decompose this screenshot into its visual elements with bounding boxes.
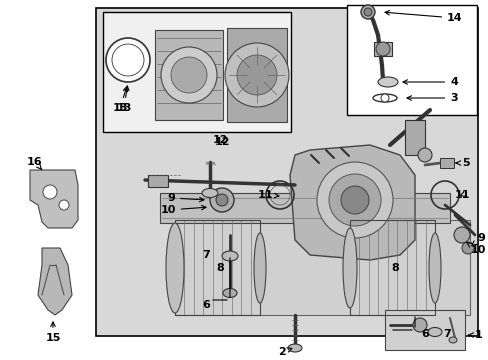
- Bar: [439, 158, 453, 168]
- Circle shape: [363, 8, 371, 16]
- Polygon shape: [38, 248, 72, 315]
- Circle shape: [106, 38, 150, 82]
- Text: 8: 8: [390, 263, 398, 273]
- Bar: [160, 193, 449, 223]
- Text: 6: 6: [202, 300, 209, 310]
- Bar: [349, 220, 434, 315]
- Text: 15: 15: [45, 322, 61, 343]
- Circle shape: [112, 44, 143, 76]
- Ellipse shape: [377, 77, 397, 87]
- Ellipse shape: [202, 189, 218, 198]
- Text: 10: 10: [466, 243, 485, 255]
- Circle shape: [412, 318, 426, 332]
- Circle shape: [328, 174, 380, 226]
- Bar: [404, 120, 424, 155]
- Text: 14: 14: [384, 10, 462, 23]
- Text: 13: 13: [116, 86, 131, 113]
- Ellipse shape: [222, 251, 238, 261]
- Bar: [384, 310, 464, 350]
- Text: 10: 10: [160, 205, 205, 215]
- Circle shape: [161, 47, 217, 103]
- Bar: [226, 28, 286, 122]
- Bar: [175, 220, 469, 315]
- Circle shape: [453, 227, 469, 243]
- Bar: [148, 175, 168, 187]
- Text: 9: 9: [167, 193, 203, 203]
- Circle shape: [59, 200, 69, 210]
- Bar: [175, 220, 260, 315]
- Circle shape: [417, 148, 431, 162]
- Text: 8: 8: [216, 263, 224, 273]
- Circle shape: [380, 94, 388, 102]
- Circle shape: [375, 42, 389, 56]
- Text: 1: 1: [468, 330, 482, 340]
- Ellipse shape: [448, 337, 456, 343]
- Text: 12: 12: [212, 135, 227, 145]
- Bar: [155, 30, 223, 120]
- Circle shape: [216, 194, 227, 206]
- Text: 3: 3: [406, 93, 457, 103]
- Text: 2: 2: [278, 347, 291, 357]
- Circle shape: [316, 162, 392, 238]
- Text: 6: 6: [420, 329, 428, 339]
- Ellipse shape: [223, 288, 237, 297]
- Text: 9: 9: [471, 233, 484, 246]
- Text: 16: 16: [27, 157, 43, 170]
- Circle shape: [224, 43, 288, 107]
- Ellipse shape: [428, 233, 440, 303]
- Circle shape: [171, 57, 206, 93]
- Ellipse shape: [165, 223, 183, 313]
- Circle shape: [209, 188, 234, 212]
- Ellipse shape: [427, 328, 441, 337]
- Bar: [373, 42, 391, 56]
- Circle shape: [360, 5, 374, 19]
- Circle shape: [43, 185, 57, 199]
- Text: 12: 12: [214, 137, 229, 147]
- Text: 5: 5: [455, 158, 469, 168]
- Ellipse shape: [287, 344, 302, 352]
- Text: 11: 11: [453, 190, 469, 200]
- Circle shape: [237, 55, 276, 95]
- Bar: [103, 12, 290, 132]
- Polygon shape: [30, 170, 78, 228]
- Circle shape: [461, 242, 473, 254]
- Text: 13: 13: [112, 87, 127, 113]
- Ellipse shape: [342, 228, 356, 308]
- Text: 7: 7: [202, 250, 209, 260]
- Bar: [346, 5, 476, 115]
- Bar: [96, 8, 477, 336]
- Text: 7: 7: [442, 329, 450, 339]
- Text: 4: 4: [402, 77, 457, 87]
- Polygon shape: [289, 145, 414, 260]
- Circle shape: [340, 186, 368, 214]
- Ellipse shape: [253, 233, 265, 303]
- Text: 11: 11: [257, 190, 278, 200]
